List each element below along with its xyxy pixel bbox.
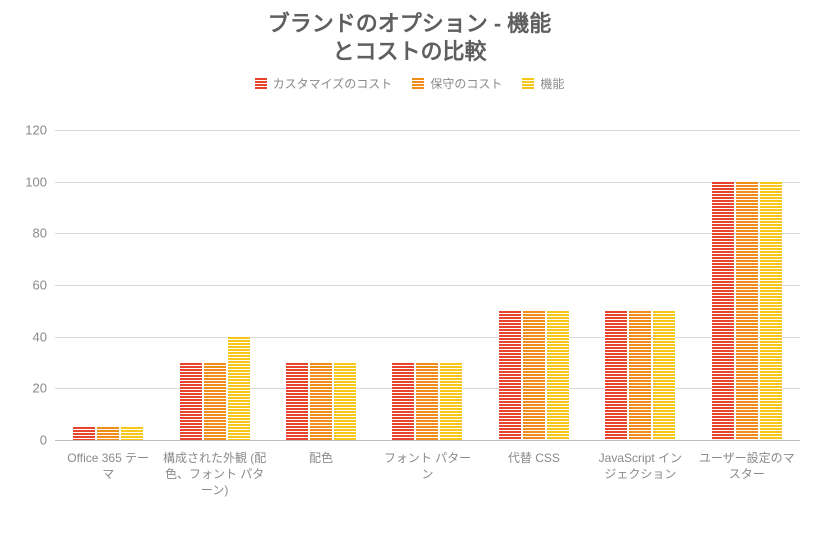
bar xyxy=(712,182,734,440)
bar xyxy=(499,311,521,440)
bar xyxy=(605,311,627,440)
y-tick-label: 40 xyxy=(33,329,55,344)
x-tick-label: 構成された外観 (配色、フォント パターン) xyxy=(160,440,270,499)
bar xyxy=(416,363,438,441)
legend-item: 保守のコスト xyxy=(412,75,502,92)
chart-title-line2: とコストの比較 xyxy=(0,38,819,66)
chart-title: ブランドのオプション - 機能 とコストの比較 xyxy=(0,0,819,65)
bar xyxy=(180,363,202,441)
bar xyxy=(392,363,414,441)
x-tick-label: ユーザー設定のマスター xyxy=(697,440,797,482)
bar xyxy=(653,311,675,440)
bar xyxy=(760,182,782,440)
x-tick-label: 配色 xyxy=(281,440,361,466)
bar-cluster xyxy=(587,311,693,440)
category-group: 配色 xyxy=(268,130,374,440)
x-tick-label: JavaScript インジェクション xyxy=(595,440,685,482)
bar-cluster xyxy=(268,363,374,441)
category-group: JavaScript インジェクション xyxy=(587,130,693,440)
x-tick-label: フォント パターン xyxy=(382,440,472,482)
bar xyxy=(73,427,95,440)
bar-cluster xyxy=(55,427,161,440)
x-tick-label: 代替 CSS xyxy=(489,440,579,466)
bar-cluster xyxy=(161,337,267,440)
bar xyxy=(310,363,332,441)
category-group: Office 365 テーマ xyxy=(55,130,161,440)
y-tick-label: 100 xyxy=(25,174,55,189)
legend-label: 保守のコスト xyxy=(430,75,502,92)
legend-swatch xyxy=(522,78,534,90)
category-group: ユーザー設定のマスター xyxy=(694,130,800,440)
legend-label: カスタマイズのコスト xyxy=(273,75,393,92)
bar xyxy=(286,363,308,441)
chart-title-line1: ブランドのオプション - 機能 xyxy=(0,10,819,38)
bar xyxy=(228,337,250,440)
category-group: 構成された外観 (配色、フォント パターン) xyxy=(161,130,267,440)
bar xyxy=(334,363,356,441)
y-tick-label: 60 xyxy=(33,278,55,293)
category-group: 代替 CSS xyxy=(481,130,587,440)
legend-swatch xyxy=(412,78,424,90)
bar xyxy=(121,427,143,440)
bar xyxy=(736,182,758,440)
brand-options-chart: ブランドのオプション - 機能 とコストの比較 カスタマイズのコスト 保守のコスト… xyxy=(0,0,819,542)
legend-item: 機能 xyxy=(522,75,564,92)
legend-swatch xyxy=(255,78,267,90)
bar-cluster xyxy=(694,182,800,440)
legend-label: 機能 xyxy=(540,75,564,92)
bar xyxy=(547,311,569,440)
legend-item: カスタマイズのコスト xyxy=(255,75,393,92)
plot-area: 020406080100120Office 365 テーマ構成された外観 (配色… xyxy=(55,130,800,440)
category-group: フォント パターン xyxy=(374,130,480,440)
y-tick-label: 120 xyxy=(25,123,55,138)
y-tick-label: 20 xyxy=(33,381,55,396)
bar xyxy=(629,311,651,440)
bar-cluster xyxy=(481,311,587,440)
bar xyxy=(97,427,119,440)
legend: カスタマイズのコスト 保守のコスト 機能 xyxy=(0,75,819,92)
bar-cluster xyxy=(374,363,480,441)
bar xyxy=(523,311,545,440)
y-tick-label: 80 xyxy=(33,226,55,241)
bar xyxy=(440,363,462,441)
y-tick-label: 0 xyxy=(40,433,55,448)
x-tick-label: Office 365 テーマ xyxy=(63,440,153,482)
bar xyxy=(204,363,226,441)
